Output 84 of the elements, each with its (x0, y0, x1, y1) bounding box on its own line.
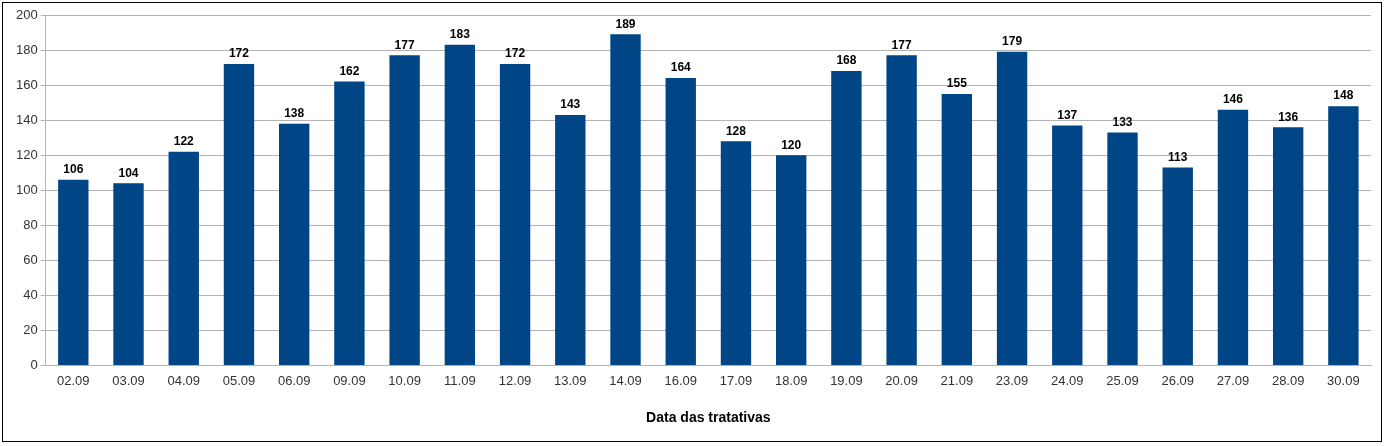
x-tick-label: 06.09 (277, 372, 311, 388)
x-tick-label: 03.09 (112, 372, 145, 388)
y-tick-label: 80 (23, 216, 38, 232)
data-label: 189 (615, 16, 636, 31)
data-label: 179 (1002, 34, 1023, 49)
data-label: 177 (891, 37, 912, 52)
x-tick-label: 17.09 (719, 372, 753, 388)
bar (665, 78, 696, 366)
data-label: 113 (1168, 149, 1188, 164)
y-tick-label: 60 (23, 252, 38, 267)
bar (279, 123, 310, 366)
x-tick-label: 02.09 (57, 372, 90, 388)
bar (831, 71, 862, 366)
data-label: 133 (1112, 114, 1133, 129)
x-tick-label: 30.09 (1327, 372, 1360, 388)
y-tick-label: 40 (23, 287, 38, 303)
x-tick-label: 28.09 (1271, 372, 1305, 388)
y-tick-label: 140 (15, 111, 38, 127)
y-tick-label: 180 (15, 41, 38, 57)
data-label: 168 (836, 53, 857, 68)
data-label: 177 (394, 37, 415, 52)
y-tick-label: 200 (15, 6, 38, 22)
data-label: 138 (284, 106, 305, 120)
bar (1217, 109, 1249, 366)
x-tick-label: 18.09 (774, 372, 808, 388)
x-tick-label: 20.09 (885, 372, 918, 388)
bar (996, 51, 1028, 366)
bar (1328, 106, 1359, 366)
x-tick-label: 25.09 (1106, 372, 1139, 388)
data-label: 120 (781, 137, 802, 152)
bar (444, 44, 476, 366)
bar (1052, 125, 1083, 366)
y-tick-label: 20 (23, 322, 38, 338)
data-label: 146 (1222, 91, 1244, 106)
data-label: 172 (228, 46, 250, 61)
data-label: 155 (946, 76, 968, 91)
y-tick-label: 100 (15, 181, 38, 197)
x-tick-label: 24.09 (1051, 372, 1084, 388)
x-tick-label: 23.09 (995, 372, 1029, 388)
bar (775, 155, 807, 366)
x-tick-label: 21.09 (940, 372, 974, 388)
data-label: 137 (1057, 107, 1078, 122)
x-tick-label: 13.09 (554, 372, 587, 388)
bar (1162, 167, 1193, 366)
data-label: 164 (670, 60, 692, 75)
bar (1272, 127, 1304, 366)
bar (941, 93, 973, 366)
data-label: 148 (1333, 88, 1354, 103)
bar (334, 81, 365, 366)
bar (886, 55, 917, 366)
data-label: 128 (725, 123, 747, 138)
data-label: 143 (560, 97, 581, 112)
data-label: 136 (1278, 109, 1299, 124)
bar (389, 55, 420, 366)
x-axis-title: Data das tratativas (646, 409, 771, 426)
bar (58, 179, 89, 366)
x-tick-label: 10.09 (388, 372, 421, 388)
data-label: 122 (173, 134, 195, 149)
bar (223, 64, 255, 366)
x-tick-label: 27.09 (1216, 372, 1250, 388)
data-label: 162 (339, 63, 360, 78)
x-tick-label: 04.09 (167, 372, 201, 388)
x-tick-label: 11.09 (444, 372, 476, 388)
x-tick-label: 05.09 (222, 372, 256, 388)
x-tick-label: 12.09 (498, 372, 532, 388)
x-tick-label: 26.09 (1161, 372, 1194, 388)
x-tick-label: 14.09 (609, 372, 642, 388)
data-label: 183 (449, 27, 471, 42)
x-tick-label: 16.09 (664, 372, 698, 388)
y-tick-label: 160 (15, 76, 38, 92)
y-tick-label: 0 (30, 357, 38, 373)
bar (113, 183, 144, 366)
bar (555, 114, 586, 366)
bar (1107, 132, 1138, 366)
x-tick-label: 09.09 (333, 372, 366, 388)
data-label: 106 (63, 162, 84, 177)
bar (720, 141, 752, 366)
bar (499, 64, 531, 366)
bar (168, 151, 199, 366)
x-tick-label: 19.09 (830, 372, 863, 388)
data-label: 172 (505, 46, 526, 61)
data-label: 104 (118, 165, 139, 180)
bar (610, 34, 641, 366)
y-tick-label: 120 (15, 146, 38, 162)
